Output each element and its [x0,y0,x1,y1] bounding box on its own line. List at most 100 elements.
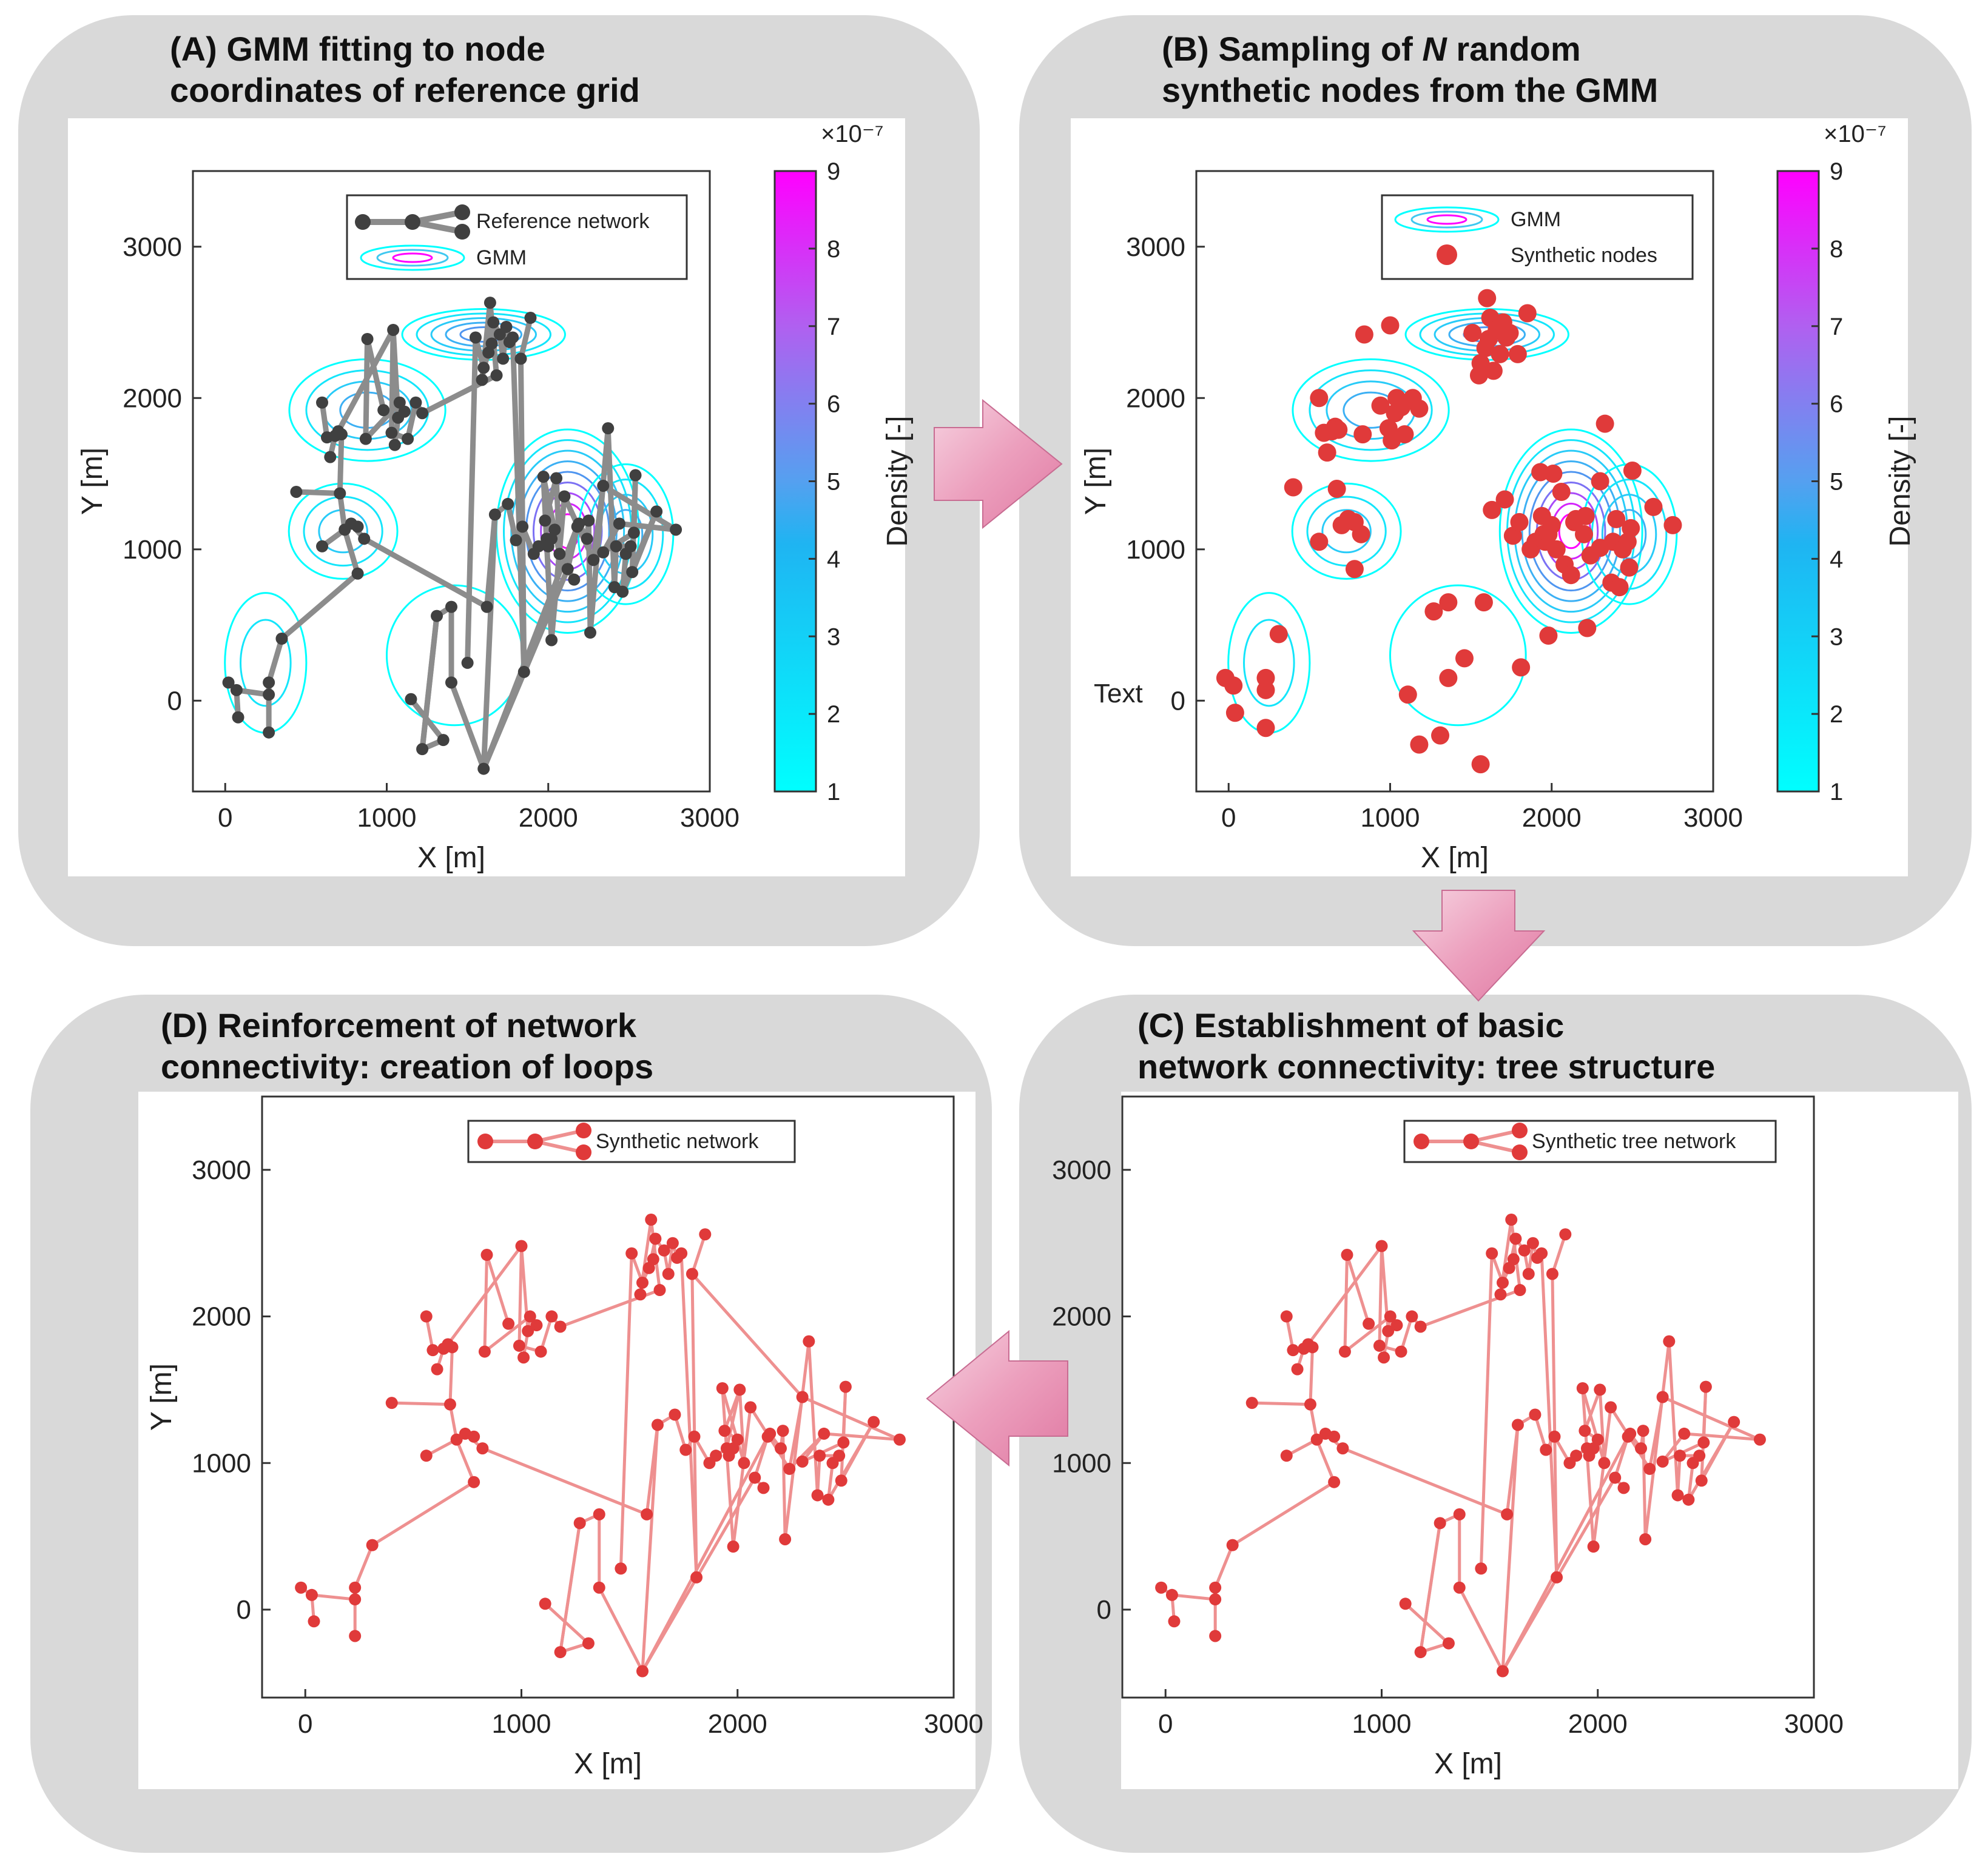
reference-network-node [627,526,640,539]
synthetic-tree-edge [1378,1245,1383,1348]
reference-network-edge [388,327,396,436]
network-node [1306,1341,1319,1354]
network-node [517,1351,530,1364]
axes-box [1195,170,1714,793]
reference-network-edge [605,425,618,590]
synthetic-network-edge [539,1315,553,1354]
network-node [450,1433,463,1446]
network-node [775,1442,787,1455]
x-tick-label: 2000 [1522,803,1582,833]
reference-network-node [616,585,629,598]
network-node [1434,1517,1446,1530]
reference-network-node [437,734,450,747]
synthetic-network-edge [690,1232,707,1275]
reference-network-node [316,540,328,553]
synthetic-network-edge [480,1446,649,1516]
gmm-contour [1521,460,1621,602]
network-node [1594,1383,1606,1396]
network-node [480,1249,493,1262]
synthetic-network-edge [517,1245,523,1348]
network-node [733,1383,746,1396]
synthetic-tree-edge [1661,1396,1762,1442]
network-node [1336,1442,1349,1455]
synthetic-node [1310,389,1329,408]
synthetic-node [1491,344,1509,363]
synthetic-node [1463,323,1482,342]
synthetic-tree-edge [1309,1345,1314,1406]
reference-network-edge [337,431,345,496]
synthetic-tree-edge [1400,1315,1414,1354]
reference-network-node [480,600,493,613]
reference-network-node [558,490,571,503]
network-node [641,1508,653,1520]
network-node [431,1363,443,1376]
network-node [818,1427,831,1440]
reference-network-node [514,352,527,365]
network-node [1693,1450,1706,1462]
network-node [573,1517,586,1530]
network-node [1373,1339,1386,1352]
reference-network-legend-icon [355,204,470,240]
y-tick-label: 2000 [192,1302,251,1332]
gmm-legend-icon [1394,206,1500,233]
network-node [1363,1317,1375,1330]
reference-network-node [539,514,551,527]
y-tick-label: 1000 [1052,1448,1111,1478]
network-node [1753,1433,1766,1446]
network-node [1587,1540,1600,1553]
network-node [1304,1398,1316,1411]
network-node [420,1310,433,1323]
reference-network-node [324,451,337,463]
network-node [1280,1310,1293,1323]
network-node [420,1450,433,1462]
reference-network-node [626,566,639,579]
reference-network-node [316,396,328,409]
gmm-contour [1243,619,1295,707]
reference-network-node [484,297,496,309]
network-node [1522,1268,1535,1280]
network-node [837,1436,850,1449]
reference-network-edge [337,490,348,533]
synthetic-node [1224,676,1243,695]
network-node [796,1391,809,1403]
synthetic-node [1474,593,1493,612]
synthetic-tree-edge [1404,1602,1451,1645]
colorbar-tick-label: 4 [827,546,840,573]
network-node [1579,1425,1591,1437]
synthetic-node [1508,344,1527,363]
panel-d-title-line2: connectivity: creation of loops [161,1047,653,1086]
synthetic-node [1495,490,1514,509]
synthetic-network-edge [483,1253,488,1354]
network-node [1501,1508,1514,1520]
reference-network-node [461,656,474,669]
network-node [1399,1598,1412,1610]
synthetic-node [1310,533,1329,551]
synthetic-network-edge [641,1435,770,1673]
reference-network-node [290,485,303,498]
network-node [636,1665,649,1678]
synthetic-tree-edge [1419,1521,1442,1654]
reference-network-edge [517,315,533,361]
reference-network-node [230,684,243,696]
synthetic-node [1431,726,1450,745]
synthetic-network-edge [822,1432,901,1442]
y-tick-label: 2000 [123,383,182,413]
synthetic-node [1518,304,1537,323]
colorbar-tick-label: 8 [1830,236,1843,263]
synthetic-tree-edge [1583,1388,1602,1433]
y-axis-label: Y [m] [1080,448,1112,515]
reference-network-node [469,331,482,344]
colorbar-tick-label: 6 [1830,391,1843,418]
synthetic-tree-edge [1341,1446,1509,1516]
reference-network-edge [517,355,527,675]
synthetic-node [1578,619,1597,637]
x-tick-label: 3000 [1784,1709,1844,1739]
colorbar-tick-label: 1 [1830,779,1843,805]
network-node [1338,1345,1351,1358]
network-node [305,1588,318,1601]
synthetic-network-edge [448,1345,454,1406]
synthetic-tree-edge [1551,1272,1558,1579]
network-node [1635,1442,1647,1455]
network-node [1576,1382,1589,1394]
synthetic-network-edge [787,1432,826,1471]
